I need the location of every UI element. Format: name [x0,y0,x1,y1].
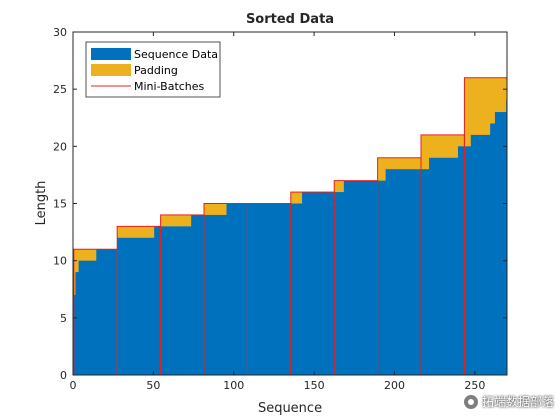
x-tick-label-0: 0 [70,379,77,392]
sequence-bar-0 [73,294,76,375]
y-tick-label-0: 0 [60,369,67,382]
legend-swatch-sequence [91,48,131,60]
sequence-bar-15 [494,112,507,375]
watermark: 拓端数据部落 [463,393,554,410]
y-tick-label-4: 20 [53,140,67,153]
sequence-bar-1 [75,272,80,375]
x-tick-label-2: 100 [223,379,244,392]
legend-swatch-padding [91,64,131,76]
y-tick-label-5: 25 [53,83,67,96]
x-tick-label-1: 50 [146,379,160,392]
x-tick-label-5: 250 [464,379,485,392]
wechat-icon [463,394,478,409]
y-axis-label: Length [34,181,49,226]
legend-label-padding: Padding [134,64,178,77]
chart-title: Sorted Data [246,12,334,27]
watermark-text: 拓端数据部落 [481,395,554,409]
y-tick-label-3: 15 [53,198,67,211]
sequence-bar-10 [385,169,430,375]
y-tick-label-6: 30 [53,26,67,39]
sequence-bar-11 [429,157,459,375]
sequence-bar-16 [506,100,507,375]
sequence-bar-7 [226,203,303,375]
legend-label-minibatch: Mini-Batches [134,80,205,93]
minibatch-layer [73,77,507,375]
y-tick-label-1: 5 [60,312,67,325]
tick-layer: 0 50 100 150 200 250 0 5 10 15 20 25 30 [53,26,507,392]
sequence-bar-6 [191,214,227,375]
sequence-bar-17 [529,89,541,375]
x-axis-label: Sequence [258,401,322,416]
sequence-bar-8 [302,192,345,375]
x-tick-label-4: 200 [384,379,405,392]
x-tick-label-3: 150 [304,379,325,392]
legend: Sequence Data Padding Mini-Batches [85,41,221,98]
legend-label-sequence: Sequence Data [134,48,218,61]
sequence-bar-4 [117,237,155,375]
sequence-bar-13 [470,134,491,375]
sequence-bar-5 [154,226,192,375]
sequence-bar-2 [78,260,97,375]
y-tick-label-2: 10 [53,255,67,268]
sequence-bar-14 [490,123,496,375]
sequence-bar-9 [343,180,387,375]
sequence-bar-3 [96,249,118,375]
